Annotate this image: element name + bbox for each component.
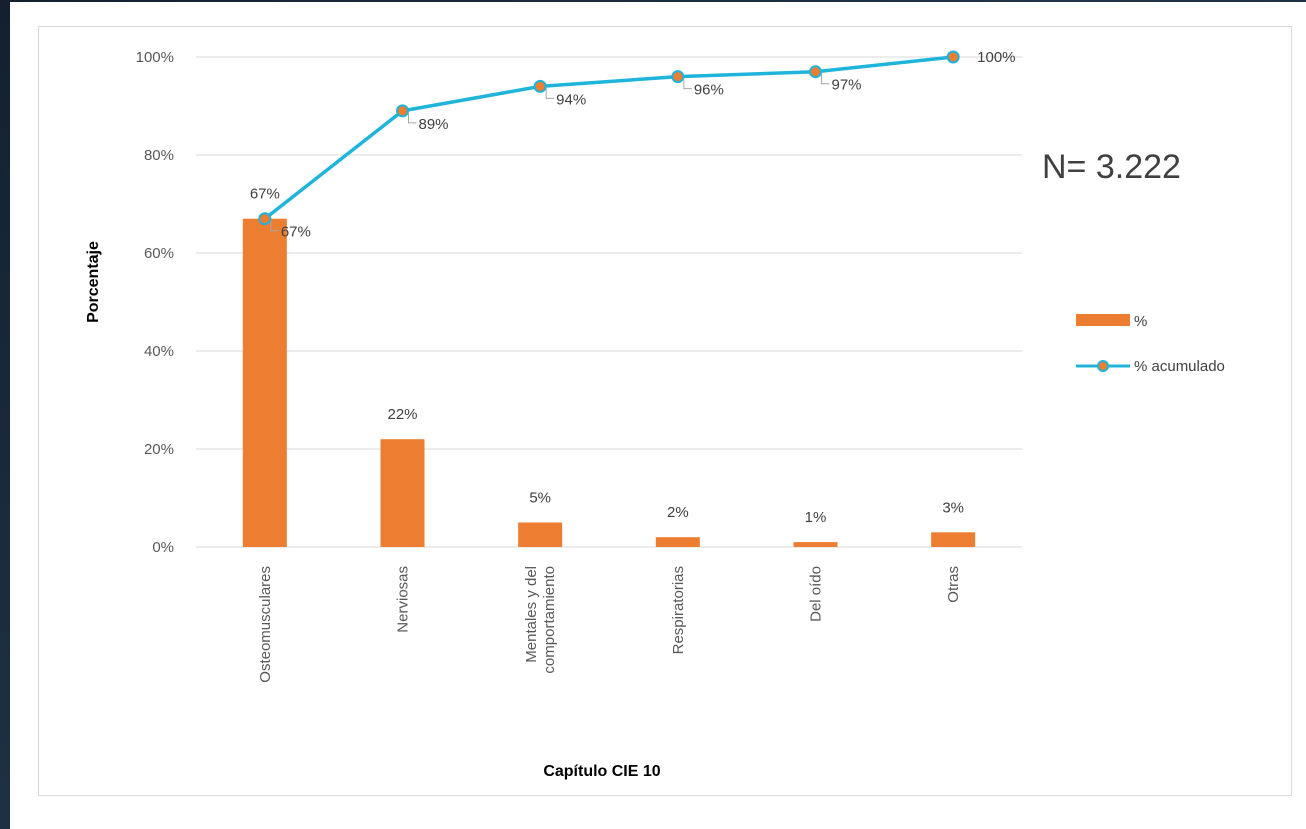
bar: [931, 532, 976, 547]
x-tick-label: Otras: [945, 566, 962, 603]
legend: % % acumulado: [1076, 313, 1225, 375]
y-tick-label: 20%: [144, 441, 174, 458]
leader-line: [545, 88, 555, 99]
line-layer: [258, 50, 960, 226]
sample-size-annotation: N= 3.222: [1042, 148, 1181, 186]
bar-data-label: 2%: [667, 504, 689, 521]
x-tick-label: Osteomusculares: [257, 566, 274, 683]
chart-card: [10, 2, 1306, 829]
line-data-label: 97%: [832, 77, 862, 94]
bar: [380, 439, 425, 547]
legend-line-marker: [1097, 360, 1109, 372]
legend-bar-label: %: [1134, 313, 1147, 330]
legend-line-label: % acumulado: [1134, 358, 1225, 375]
line-point: [946, 50, 960, 64]
x-tick-label: Respiratorias: [670, 566, 687, 654]
bar-data-label: 3%: [942, 499, 964, 516]
line-data-label: 67%: [281, 224, 311, 241]
line-data-label: 96%: [694, 82, 724, 99]
bar: [655, 537, 700, 547]
y-axis-title: Porcentaje: [85, 241, 102, 323]
line-point: [533, 79, 547, 93]
bar-data-label: 1%: [805, 509, 827, 526]
y-tick-label: 80%: [144, 147, 174, 164]
leader-line: [270, 220, 279, 232]
y-tick-label: 0%: [152, 539, 174, 556]
leader-line: [683, 78, 692, 90]
y-tick-label: 40%: [144, 343, 174, 360]
cumulative-line: [263, 55, 954, 221]
y-tick-label: 100%: [136, 49, 174, 66]
line-point: [396, 104, 409, 118]
y-tick-label: 60%: [144, 245, 174, 262]
x-tick-label: comportamiento: [541, 566, 558, 674]
line-data-label: 89%: [419, 116, 449, 133]
line-data-label: 100%: [977, 49, 1015, 66]
bar: [793, 542, 838, 547]
x-tick-label: Nerviosas: [395, 566, 412, 633]
leader-line: [408, 112, 417, 124]
bar-data-label: 5%: [529, 490, 551, 507]
grid-layer: [196, 56, 1022, 548]
x-tick-label: Del oído: [808, 566, 825, 622]
line-point: [671, 70, 685, 84]
bar-data-label: 67%: [250, 186, 280, 203]
line-data-label: 94%: [556, 91, 586, 108]
labels-layer: 0% 20% 40% 60% 80% 100% 67% 22% 5% 2% 1% 3% 67% 89% 94…: [136, 49, 1016, 683]
line-point: [258, 212, 272, 226]
bar-data-label: 22%: [387, 406, 417, 423]
line-point: [809, 65, 822, 79]
x-tick-label: Mentales y del: [523, 566, 540, 663]
leader-line: [821, 73, 830, 85]
bars-layer: [242, 218, 976, 547]
bar: [242, 218, 287, 547]
legend-bar-swatch: [1076, 314, 1130, 326]
chart-border: [38, 26, 1292, 796]
x-axis-title: Capítulo CIE 10: [543, 763, 660, 780]
bar: [518, 522, 563, 547]
